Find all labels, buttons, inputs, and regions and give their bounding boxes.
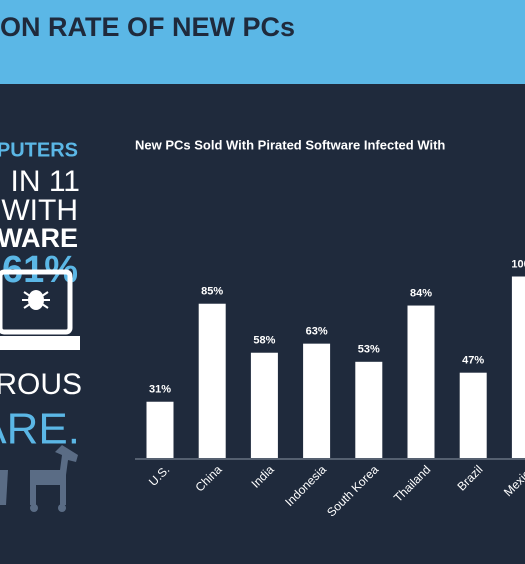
bar (459, 372, 487, 458)
side-text: PUTERS (0, 139, 78, 161)
trojan-horse-icons (0, 445, 78, 512)
value-label: 84% (410, 287, 432, 299)
value-label: 100% (511, 258, 525, 270)
bar (407, 305, 435, 458)
side-text: WARE (0, 223, 78, 253)
bar (250, 352, 278, 458)
computer-icon (0, 269, 80, 350)
side-text: ROUS (0, 368, 82, 401)
side-text: ARE. (0, 405, 80, 454)
bar (146, 401, 174, 458)
header-title: ON RATE OF NEW PCs (0, 12, 295, 42)
value-label: 63% (306, 326, 328, 338)
value-label: 58% (253, 335, 275, 347)
header-band (0, 0, 525, 84)
bar (511, 276, 525, 458)
bar (303, 343, 331, 458)
side-panel: PUTERS IN 11 WITH WARE 61% ROUS ARE. (0, 139, 82, 453)
chart-title: New PCs Sold With Pirated Software Infec… (135, 137, 445, 152)
bar (198, 303, 226, 458)
value-label: 53% (358, 344, 380, 356)
value-label: 31% (149, 384, 171, 396)
bar (355, 361, 383, 458)
side-text: IN 11 (11, 165, 80, 198)
value-label: 47% (462, 355, 484, 367)
value-label: 85% (201, 286, 223, 298)
side-text: WITH (1, 194, 78, 227)
